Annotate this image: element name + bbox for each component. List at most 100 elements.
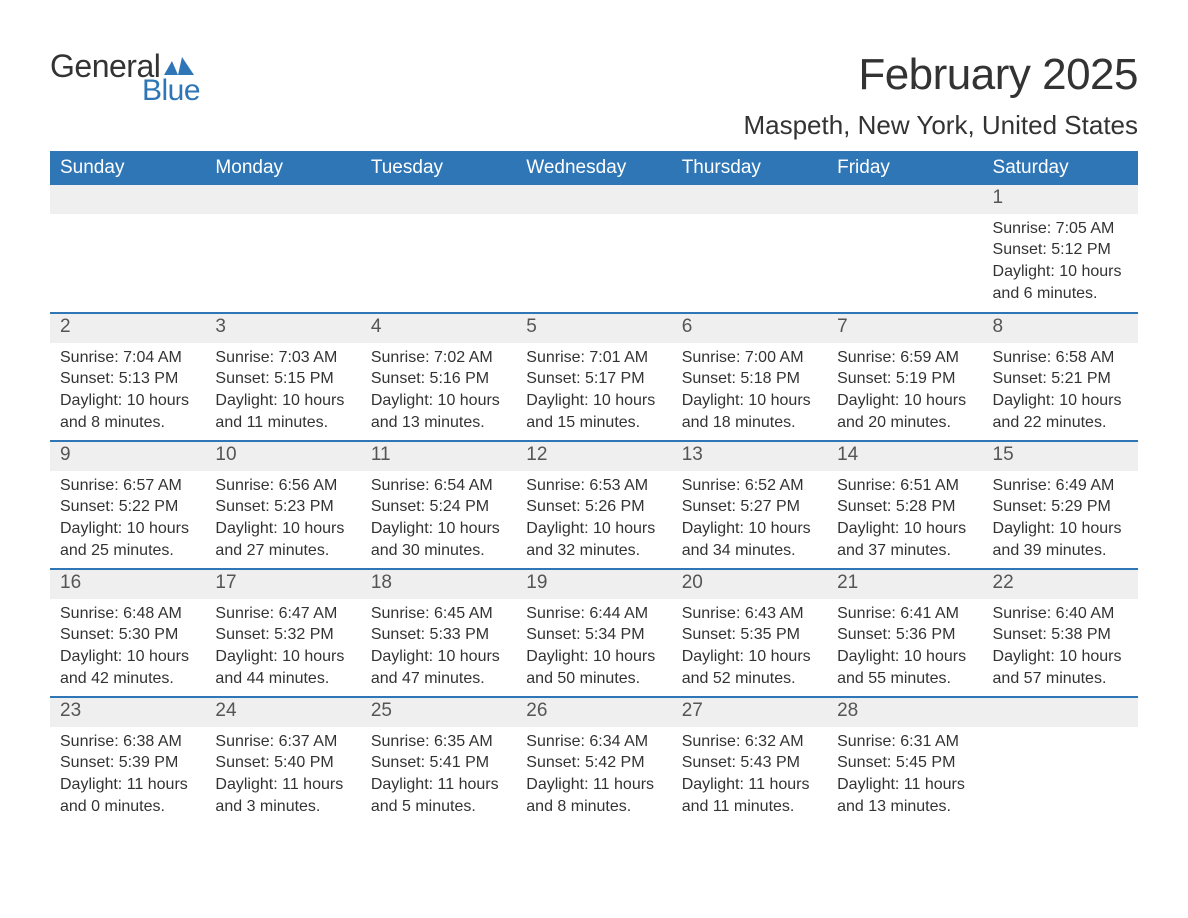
- location-subtitle: Maspeth, New York, United States: [50, 110, 1138, 141]
- sunset-text: Sunset: 5:23 PM: [215, 496, 350, 518]
- day-number: 12: [516, 442, 671, 471]
- day-details: Sunrise: 6:56 AMSunset: 5:23 PMDaylight:…: [205, 471, 360, 567]
- day-details: Sunrise: 6:38 AMSunset: 5:39 PMDaylight:…: [50, 727, 205, 823]
- day-cell: 26Sunrise: 6:34 AMSunset: 5:42 PMDayligh…: [516, 697, 671, 825]
- week-row: 2Sunrise: 7:04 AMSunset: 5:13 PMDaylight…: [50, 313, 1138, 441]
- day-number: 19: [516, 570, 671, 599]
- day-number: .: [516, 185, 671, 214]
- daylight-text: Daylight: 10 hours and 11 minutes.: [215, 390, 350, 433]
- day-cell: 16Sunrise: 6:48 AMSunset: 5:30 PMDayligh…: [50, 569, 205, 697]
- sunset-text: Sunset: 5:18 PM: [682, 368, 817, 390]
- sunrise-text: Sunrise: 6:49 AM: [993, 475, 1128, 497]
- day-details: Sunrise: 7:02 AMSunset: 5:16 PMDaylight:…: [361, 343, 516, 439]
- day-cell: 15Sunrise: 6:49 AMSunset: 5:29 PMDayligh…: [983, 441, 1138, 569]
- day-cell: 28Sunrise: 6:31 AMSunset: 5:45 PMDayligh…: [827, 697, 982, 825]
- day-details: Sunrise: 6:37 AMSunset: 5:40 PMDaylight:…: [205, 727, 360, 823]
- day-details: Sunrise: 6:44 AMSunset: 5:34 PMDaylight:…: [516, 599, 671, 695]
- day-number: .: [672, 185, 827, 214]
- sunrise-text: Sunrise: 6:38 AM: [60, 731, 195, 753]
- sunrise-text: Sunrise: 7:05 AM: [993, 218, 1128, 240]
- day-details: Sunrise: 6:53 AMSunset: 5:26 PMDaylight:…: [516, 471, 671, 567]
- sunset-text: Sunset: 5:26 PM: [526, 496, 661, 518]
- day-number: 25: [361, 698, 516, 727]
- day-cell: 12Sunrise: 6:53 AMSunset: 5:26 PMDayligh…: [516, 441, 671, 569]
- logo: General Blue: [50, 50, 200, 106]
- day-cell: 6Sunrise: 7:00 AMSunset: 5:18 PMDaylight…: [672, 313, 827, 441]
- sunrise-text: Sunrise: 6:44 AM: [526, 603, 661, 625]
- day-cell: .: [361, 185, 516, 313]
- day-cell: 27Sunrise: 6:32 AMSunset: 5:43 PMDayligh…: [672, 697, 827, 825]
- sunset-text: Sunset: 5:34 PM: [526, 624, 661, 646]
- day-number: 14: [827, 442, 982, 471]
- day-number: 23: [50, 698, 205, 727]
- sunrise-text: Sunrise: 7:01 AM: [526, 347, 661, 369]
- day-cell: 5Sunrise: 7:01 AMSunset: 5:17 PMDaylight…: [516, 313, 671, 441]
- sunset-text: Sunset: 5:24 PM: [371, 496, 506, 518]
- sunrise-text: Sunrise: 6:57 AM: [60, 475, 195, 497]
- sunrise-text: Sunrise: 6:37 AM: [215, 731, 350, 753]
- daylight-text: Daylight: 10 hours and 15 minutes.: [526, 390, 661, 433]
- sunset-text: Sunset: 5:40 PM: [215, 752, 350, 774]
- daylight-text: Daylight: 10 hours and 52 minutes.: [682, 646, 817, 689]
- day-cell: 9 Sunrise: 6:57 AMSunset: 5:22 PMDaylight…: [50, 441, 205, 569]
- day-cell: 7Sunrise: 6:59 AMSunset: 5:19 PMDaylight…: [827, 313, 982, 441]
- daylight-text: Daylight: 11 hours and 8 minutes.: [526, 774, 661, 817]
- sunrise-text: Sunrise: 6:58 AM: [993, 347, 1128, 369]
- header: General Blue February 2025: [50, 50, 1138, 106]
- day-number: 2: [50, 314, 205, 343]
- day-details: Sunrise: 7:03 AMSunset: 5:15 PMDaylight:…: [205, 343, 360, 439]
- day-cell: .: [516, 185, 671, 313]
- sunrise-text: Sunrise: 6:31 AM: [837, 731, 972, 753]
- sunset-text: Sunset: 5:42 PM: [526, 752, 661, 774]
- day-cell: 21Sunrise: 6:41 AMSunset: 5:36 PMDayligh…: [827, 569, 982, 697]
- day-number: .: [50, 185, 205, 214]
- day-number: 9: [50, 442, 205, 471]
- week-row: 9Sunrise: 6:57 AMSunset: 5:22 PMDaylight…: [50, 441, 1138, 569]
- day-details: Sunrise: 6:43 AMSunset: 5:35 PMDaylight:…: [672, 599, 827, 695]
- calendar-table: Sunday Monday Tuesday Wednesday Thursday…: [50, 151, 1138, 825]
- daylight-text: Daylight: 10 hours and 25 minutes.: [60, 518, 195, 561]
- day-header: Wednesday: [516, 151, 671, 185]
- day-number: 7: [827, 314, 982, 343]
- day-details: Sunrise: 6:59 AMSunset: 5:19 PMDaylight:…: [827, 343, 982, 439]
- day-cell: .: [672, 185, 827, 313]
- page-title: February 2025: [858, 50, 1138, 100]
- daylight-text: Daylight: 11 hours and 13 minutes.: [837, 774, 972, 817]
- sunset-text: Sunset: 5:28 PM: [837, 496, 972, 518]
- day-cell: .: [983, 697, 1138, 825]
- sunrise-text: Sunrise: 6:53 AM: [526, 475, 661, 497]
- day-details: Sunrise: 6:32 AMSunset: 5:43 PMDaylight:…: [672, 727, 827, 823]
- day-number: 15: [983, 442, 1138, 471]
- day-cell: 2Sunrise: 7:04 AMSunset: 5:13 PMDaylight…: [50, 313, 205, 441]
- day-cell: 14Sunrise: 6:51 AMSunset: 5:28 PMDayligh…: [827, 441, 982, 569]
- week-row: ......1Sunrise: 7:05 AMSunset: 5:12 PMDa…: [50, 185, 1138, 313]
- sunrise-text: Sunrise: 6:43 AM: [682, 603, 817, 625]
- sunset-text: Sunset: 5:38 PM: [993, 624, 1128, 646]
- day-cell: 8Sunrise: 6:58 AMSunset: 5:21 PMDaylight…: [983, 313, 1138, 441]
- day-header: Thursday: [672, 151, 827, 185]
- daylight-text: Daylight: 10 hours and 27 minutes.: [215, 518, 350, 561]
- day-details: Sunrise: 7:05 AMSunset: 5:12 PMDaylight:…: [983, 214, 1138, 310]
- day-cell: .: [50, 185, 205, 313]
- sunrise-text: Sunrise: 6:41 AM: [837, 603, 972, 625]
- daylight-text: Daylight: 10 hours and 37 minutes.: [837, 518, 972, 561]
- day-number: 16: [50, 570, 205, 599]
- daylight-text: Daylight: 10 hours and 20 minutes.: [837, 390, 972, 433]
- sunrise-text: Sunrise: 6:59 AM: [837, 347, 972, 369]
- day-details: Sunrise: 6:41 AMSunset: 5:36 PMDaylight:…: [827, 599, 982, 695]
- sunset-text: Sunset: 5:22 PM: [60, 496, 195, 518]
- week-row: 23Sunrise: 6:38 AMSunset: 5:39 PMDayligh…: [50, 697, 1138, 825]
- day-details: Sunrise: 7:00 AMSunset: 5:18 PMDaylight:…: [672, 343, 827, 439]
- day-number: 5: [516, 314, 671, 343]
- day-details: Sunrise: 6:31 AMSunset: 5:45 PMDaylight:…: [827, 727, 982, 823]
- day-number: 24: [205, 698, 360, 727]
- day-cell: 25Sunrise: 6:35 AMSunset: 5:41 PMDayligh…: [361, 697, 516, 825]
- daylight-text: Daylight: 10 hours and 34 minutes.: [682, 518, 817, 561]
- daylight-text: Daylight: 10 hours and 22 minutes.: [993, 390, 1128, 433]
- day-number: 22: [983, 570, 1138, 599]
- day-details: Sunrise: 7:01 AMSunset: 5:17 PMDaylight:…: [516, 343, 671, 439]
- daylight-text: Daylight: 10 hours and 32 minutes.: [526, 518, 661, 561]
- daylight-text: Daylight: 10 hours and 13 minutes.: [371, 390, 506, 433]
- daylight-text: Daylight: 10 hours and 57 minutes.: [993, 646, 1128, 689]
- day-cell: .: [205, 185, 360, 313]
